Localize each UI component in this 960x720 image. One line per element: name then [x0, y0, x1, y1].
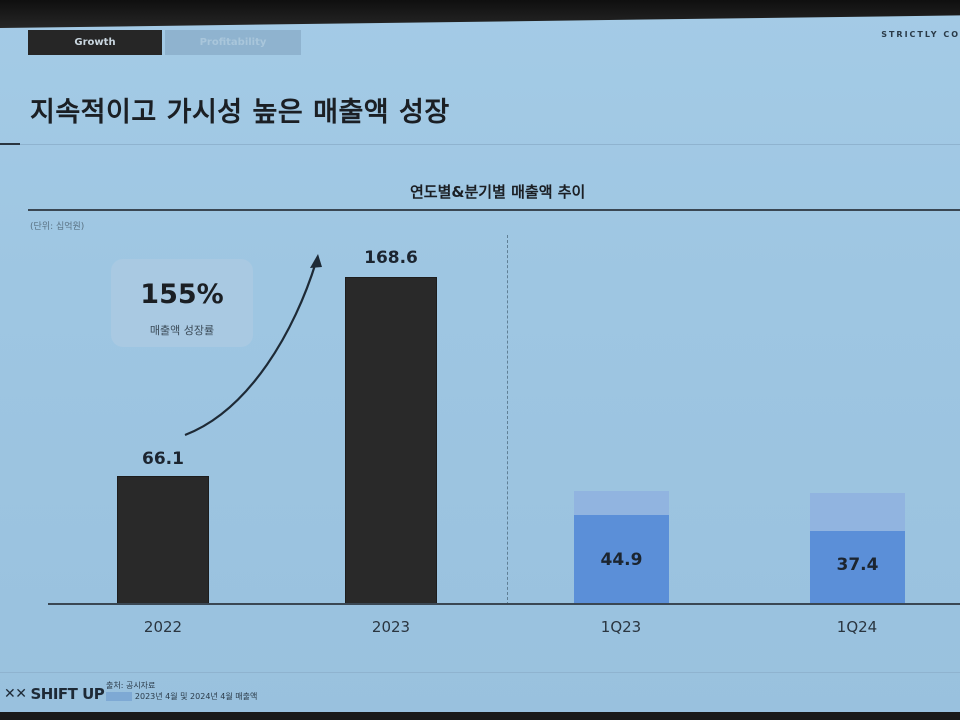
x-label-1q23: 1Q23: [600, 618, 642, 636]
company-logo: ✕✕ SHIFT UP: [4, 685, 105, 703]
tab-profitability[interactable]: Profitability: [165, 30, 301, 55]
source-prefix: 출처: 공시자료: [106, 681, 156, 690]
unit-label: (단위: 십억원): [30, 222, 85, 232]
title-accent: [0, 143, 20, 145]
source-note: 출처: 공시자료 2023년 4월 및 2024년 4월 매출액: [106, 680, 257, 702]
growth-callout: 155% 매출액 성장률: [111, 259, 253, 347]
chart-heading: 연도별&분기별 매출액 추이: [410, 183, 586, 201]
x-axis-baseline: [48, 603, 960, 605]
monitor-bezel-bottom: [0, 712, 960, 720]
growth-rate-caption: 매출액 성장률: [149, 324, 215, 337]
page-title: 지속적이고 가시성 높은 매출액 성장: [30, 97, 450, 128]
bar-2023: [345, 277, 437, 604]
bar-value-1q23: 44.9: [600, 550, 643, 570]
bar-1q24-main-segment: [810, 531, 905, 604]
bar-1q23-top-segment: [574, 491, 669, 515]
bar-1q24-top-segment: [810, 493, 905, 531]
x-label-1q24: 1Q24: [836, 618, 878, 636]
bar-value-2023: 168.6: [364, 248, 418, 268]
x-label-2022: 2022: [143, 618, 183, 636]
bar-1q23-main-segment: [574, 515, 669, 604]
growth-rate-value: 155%: [140, 279, 224, 310]
footer-divider: [0, 672, 960, 673]
bar-1q24: 37.4: [810, 493, 905, 604]
bar-1q23: 44.9: [574, 491, 669, 604]
section-divider: [507, 235, 508, 605]
source-highlight: [106, 692, 133, 701]
tab-profitability-label: Profitability: [199, 37, 267, 48]
x-label-2023: 2023: [371, 618, 411, 636]
shift-up-logo-icon: ✕✕: [4, 686, 27, 702]
bar-value-2022: 66.1: [142, 449, 184, 469]
confidential-label: STRICTLY CO: [881, 30, 960, 39]
chart-heading-divider: [28, 209, 960, 211]
tab-growth-label: Growth: [74, 37, 116, 48]
logo-text: SHIFT UP: [30, 685, 105, 703]
bar-value-1q24: 37.4: [836, 555, 879, 575]
source-text: 2023년 4월 및 2024년 4월 매출액: [134, 692, 258, 701]
bar-2022: [117, 476, 209, 604]
title-divider: [20, 144, 960, 145]
tab-growth[interactable]: Growth: [28, 30, 162, 55]
